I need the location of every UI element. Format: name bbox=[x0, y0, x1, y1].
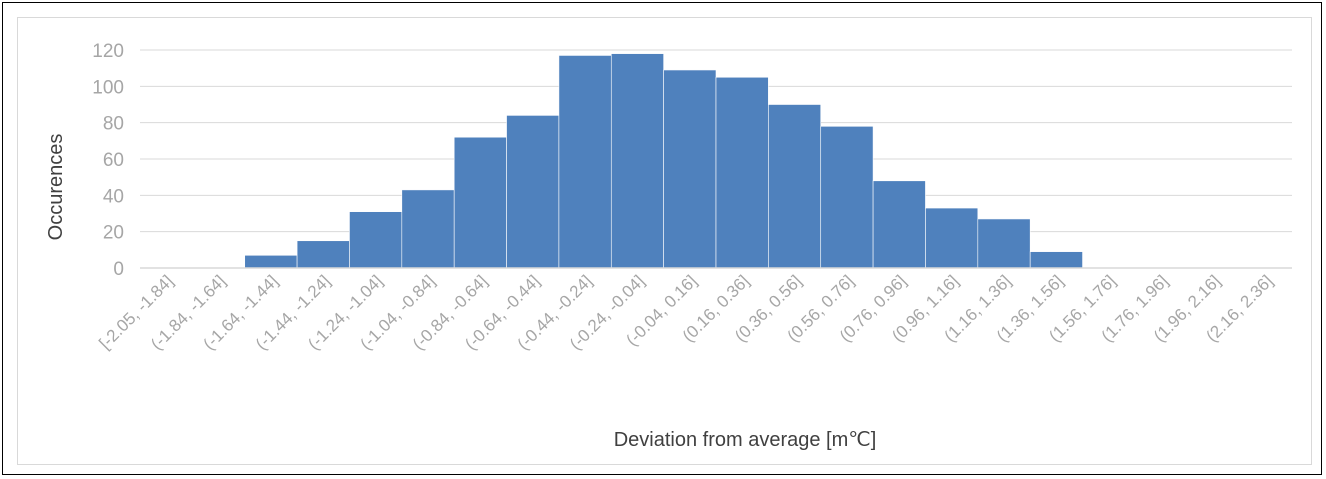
y-axis-ticks: 0 20 40 60 80 100 120 bbox=[92, 41, 124, 280]
y-tick-label: 100 bbox=[92, 77, 124, 98]
bar bbox=[872, 180, 926, 269]
bar bbox=[453, 136, 507, 269]
bars bbox=[244, 53, 1083, 269]
y-tick-label: 80 bbox=[103, 114, 124, 135]
bar bbox=[506, 115, 560, 269]
y-tick-label: 120 bbox=[92, 41, 124, 62]
bar bbox=[558, 55, 612, 269]
x-axis-title: Deviation from average [m℃] bbox=[614, 429, 877, 451]
y-tick-label: 0 bbox=[113, 259, 124, 280]
bar bbox=[820, 126, 874, 269]
chart-area bbox=[17, 17, 1312, 465]
bar bbox=[768, 104, 822, 269]
bar bbox=[1029, 251, 1083, 269]
bar bbox=[296, 240, 350, 269]
y-axis-title: Occurences bbox=[45, 134, 67, 241]
y-tick-label: 60 bbox=[103, 150, 124, 171]
bar bbox=[663, 69, 717, 269]
y-tick-label: 40 bbox=[103, 186, 124, 207]
bar bbox=[610, 53, 664, 269]
bar bbox=[977, 218, 1031, 269]
bar bbox=[244, 254, 298, 269]
bar bbox=[925, 207, 979, 269]
bar bbox=[349, 211, 403, 269]
bar bbox=[715, 76, 769, 269]
bar bbox=[401, 189, 455, 269]
y-tick-label: 20 bbox=[103, 223, 124, 244]
x-axis-ticks: [-2.05, -1.84](-1.84, -1.64](-1.64, -1.4… bbox=[95, 271, 1276, 353]
